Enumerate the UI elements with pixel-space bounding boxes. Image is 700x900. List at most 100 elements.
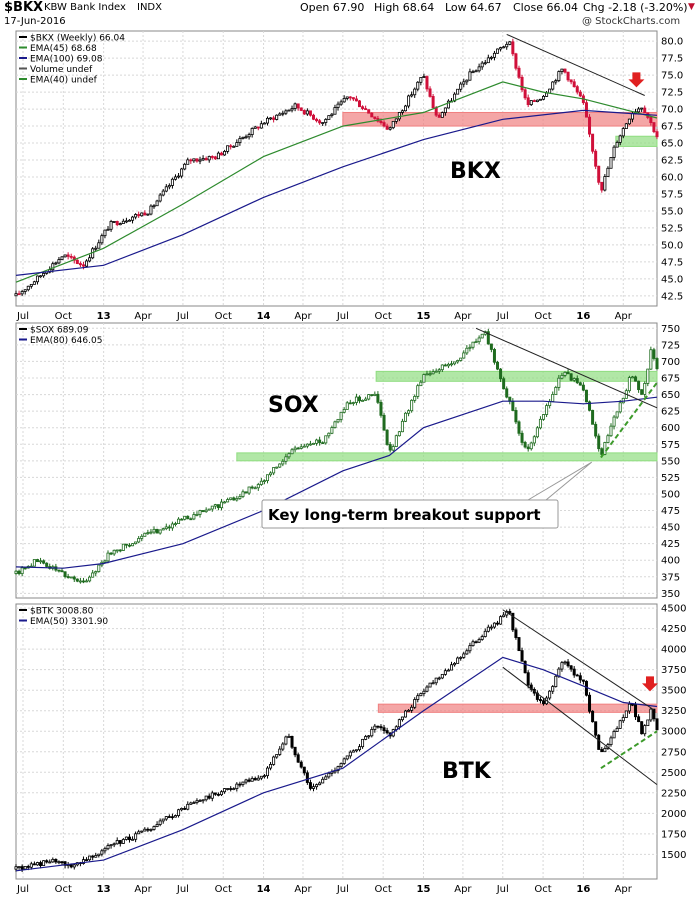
candle-body [404,710,408,718]
candle-body [192,802,196,804]
candle-body [173,523,177,525]
candle-body [634,704,638,718]
candle-body [640,107,644,110]
candle-body [42,560,46,564]
candle-body [72,576,76,580]
candle-body [318,120,322,124]
panel-title: SOX [268,393,319,418]
candle-body [446,669,450,672]
candle-body [354,98,358,102]
candle-body [315,439,319,444]
candle-body [450,363,454,366]
candle-body [170,816,174,819]
candle-body [232,497,236,501]
candle-body [299,107,303,111]
candle-body [560,68,564,72]
candle-body [413,396,417,401]
candle-body [425,76,429,90]
legend-swatch [19,328,27,330]
candle-body [198,159,202,162]
candle-body [505,388,509,398]
candle-body [146,828,150,831]
candle-body [367,109,371,114]
legend-swatch [19,619,27,622]
candle-body [333,107,337,115]
candle-body [404,412,408,422]
candle-body [468,71,472,81]
candle-body [422,690,426,694]
candle-body [290,735,294,748]
candle-body [339,763,343,768]
candle-body [643,107,647,114]
x-tick-label: Jul [16,311,29,322]
candle-body [201,799,205,802]
y-tick-label: 2500 [661,768,686,779]
candle-body [17,570,21,575]
candle-body [499,47,503,50]
y-tick-label: 3250 [661,706,686,717]
candle-body [302,445,306,448]
candle-body [269,764,273,769]
candle-body [100,850,104,855]
candle-body [465,650,469,655]
candle-body [588,116,592,135]
candle-body [308,443,312,446]
candle-body [66,254,70,257]
candle-body [284,456,288,462]
x-tick-label: 13 [97,311,111,322]
candle-body [177,809,181,816]
x-tick-label: Jul [176,884,189,895]
y-tick-label: 425 [661,539,680,550]
candle-body [508,41,512,45]
legend-entry: Volume undef [30,65,93,75]
candle-body [376,725,380,728]
candle-body [618,135,622,143]
candle-body [416,81,420,90]
candle-body [259,775,263,779]
candle-body [373,116,377,119]
candle-body [514,53,518,69]
candle-body [51,858,55,863]
y-tick-label: 650 [661,390,680,401]
candle-body [379,726,383,729]
candle-body [471,341,475,348]
candle-body [591,409,595,425]
legend-entry: EMA(40) undef [30,76,98,86]
candle-body [223,788,227,793]
candle-body [431,96,435,109]
x-tick-label: 14 [257,884,271,895]
ema-long-line [15,656,658,872]
x-tick-label: Oct [55,884,72,895]
candle-body [241,491,245,497]
candle-body [358,396,362,402]
candle-body [226,788,230,790]
candle-body [382,414,386,431]
candle-body [103,229,107,237]
candle-body [167,185,171,188]
candle-body [569,79,573,83]
ema-long-line [15,396,658,569]
candle-body [284,110,288,114]
candle-body [502,614,506,618]
legend-swatch [19,46,27,49]
candle-body [109,552,113,555]
candle-body [158,820,162,825]
candle-body [137,538,141,543]
candle-body [492,622,496,628]
y-tick-label: 575 [661,440,680,451]
candle-body [121,543,125,551]
panel-sox: 350 375 400 425 450 475 500 525 550 575 600 625 650 6… [14,322,680,614]
y-tick-label: 2750 [661,747,686,758]
candle-body [443,107,447,113]
candle-body [226,499,230,503]
legend-swatch [19,78,27,80]
candle-body [551,686,555,692]
candle-body [180,808,184,811]
candle-body [419,693,423,697]
panel-btk: 1500 1750 2000 2250 2500 2750 3000 3250 3500 3750… [14,603,686,895]
candle-body [20,567,24,575]
candle-body [410,94,414,97]
candle-body [640,721,644,735]
candle-body [287,453,291,458]
candle-body [57,569,61,572]
